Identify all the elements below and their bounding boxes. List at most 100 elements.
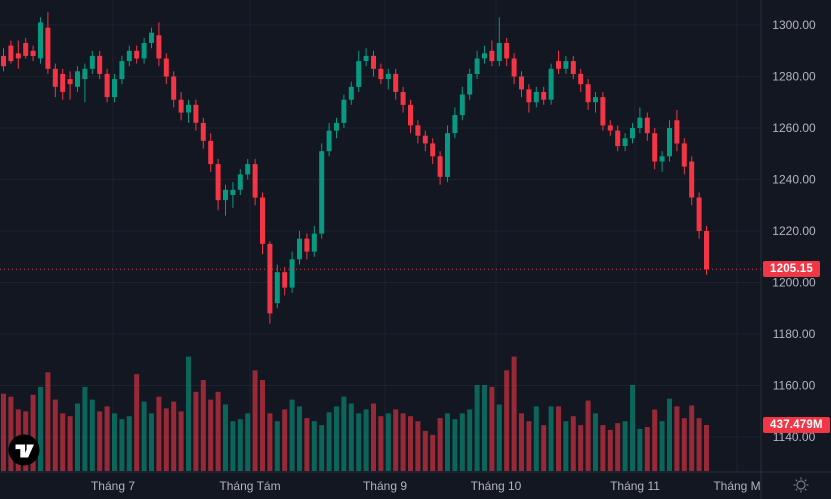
- candle-body-up: [141, 43, 147, 59]
- volume-bar: [570, 416, 576, 471]
- volume-bar: [326, 412, 332, 471]
- candle-body-up: [593, 97, 598, 103]
- volume-bar: [156, 396, 162, 471]
- volume-bar: [593, 413, 598, 471]
- volume-bar: [134, 374, 140, 471]
- price-tick-label: 1260.00: [772, 121, 816, 135]
- candle-body-up: [459, 94, 465, 116]
- volume-bar: [52, 399, 58, 471]
- volume-bar: [644, 427, 650, 471]
- volume-bar: [556, 406, 561, 471]
- candle-body-up: [563, 61, 569, 69]
- volume-bar: [341, 396, 347, 471]
- volume-bar: [704, 425, 709, 471]
- candle-body-down: [422, 135, 428, 144]
- candle-body-up: [319, 151, 325, 234]
- volume-bar: [474, 385, 480, 471]
- candle-body-down: [526, 89, 532, 103]
- candle-body-up: [334, 122, 339, 131]
- candle-body-down: [511, 58, 517, 77]
- volume-bar: [496, 404, 502, 471]
- candle-body-up: [667, 128, 672, 157]
- volume-bar: [60, 413, 66, 471]
- candle-body-down: [400, 92, 406, 105]
- tradingview-logo[interactable]: [7, 433, 41, 467]
- volume-bar: [267, 413, 273, 471]
- candle-body-down: [97, 55, 103, 74]
- time-tick-label: Tháng Tám: [219, 479, 280, 493]
- candle-body-up: [326, 130, 332, 152]
- candle-body-up: [533, 92, 539, 103]
- volume-bar: [223, 404, 228, 471]
- volume-bar: [533, 406, 539, 471]
- volume-bar: [97, 411, 103, 471]
- volume-bar: [186, 356, 191, 471]
- tradingview-logo-icon: [8, 434, 40, 466]
- volume-bar: [637, 428, 643, 471]
- volume-bar: [348, 403, 354, 471]
- candle-body-down: [156, 35, 162, 59]
- volume-bar: [482, 385, 487, 471]
- volume-bar: [178, 411, 184, 471]
- volume-bar: [511, 356, 517, 471]
- volume-bar: [171, 401, 177, 471]
- candle-body-up: [348, 86, 354, 100]
- volume-bar: [319, 425, 325, 471]
- price-tick-label: 1180.00: [773, 327, 816, 341]
- volume-bar: [504, 370, 510, 471]
- volume-bar: [393, 409, 399, 471]
- price-tick-label: 1280.00: [772, 70, 816, 84]
- candle-body-down: [696, 197, 702, 231]
- candle-body-up: [149, 32, 154, 43]
- volume-bar: [652, 409, 658, 471]
- candle-body-down: [8, 45, 14, 62]
- candle-body-down: [393, 73, 399, 92]
- candle-body-up: [119, 61, 125, 80]
- volume-bar: [689, 405, 695, 471]
- volume-bar: [563, 421, 569, 471]
- candle-body-up: [496, 43, 502, 61]
- volume-bar: [467, 409, 473, 471]
- candle-body-down: [260, 197, 265, 244]
- candle-body-up: [385, 73, 391, 79]
- candle-body-down: [60, 73, 66, 92]
- candle-body-down: [674, 120, 680, 144]
- volume-bar: [237, 419, 243, 471]
- candle-body-up: [230, 189, 236, 195]
- volume-bar: [260, 380, 265, 471]
- candle-body-up: [311, 233, 317, 252]
- volume-bar: [630, 385, 635, 471]
- current-price-badge: 1205.15: [763, 261, 820, 277]
- candle-body-down: [504, 43, 510, 59]
- gear-icon: [793, 477, 809, 493]
- time-tick-label: Tháng 7: [91, 479, 135, 493]
- volume-bar: [622, 421, 628, 471]
- volume-bar: [437, 418, 443, 471]
- price-axis[interactable]: [761, 0, 831, 472]
- candle-body-up: [82, 68, 88, 80]
- volume-bar: [126, 416, 132, 471]
- volume-bar: [311, 421, 317, 471]
- volume-bar: [489, 386, 495, 471]
- candle-body-up: [112, 79, 117, 98]
- volume-bar: [459, 413, 465, 471]
- volume-bar: [282, 409, 288, 471]
- volume-bar: [289, 399, 295, 471]
- candle-body-down: [178, 99, 184, 113]
- volume-bar: [215, 391, 221, 471]
- candle-body-down: [67, 79, 73, 85]
- candle-body-down: [282, 272, 288, 288]
- volume-bar: [415, 421, 421, 471]
- candle-body-up: [274, 272, 280, 304]
- candle-body-down: [415, 125, 421, 136]
- candle-body-down: [45, 27, 51, 69]
- candle-body-up: [245, 164, 251, 175]
- candle-body-down: [430, 143, 436, 157]
- candle-body-down: [600, 97, 606, 126]
- volume-bar: [38, 386, 43, 471]
- candle-body-down: [193, 104, 199, 123]
- time-axis[interactable]: [0, 472, 831, 499]
- time-axis-settings-button[interactable]: [792, 476, 810, 494]
- volume-bar: [334, 406, 339, 471]
